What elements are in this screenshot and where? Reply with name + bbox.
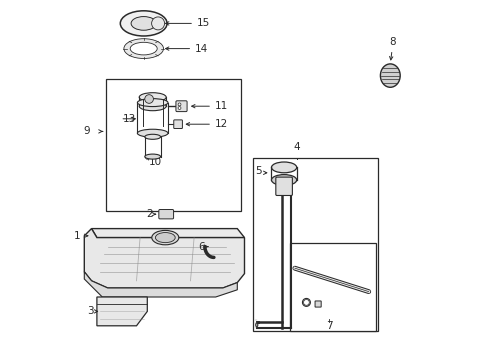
- Text: 5: 5: [255, 166, 261, 176]
- Text: 6: 6: [198, 242, 204, 252]
- Ellipse shape: [139, 102, 166, 111]
- Text: 2: 2: [146, 209, 152, 219]
- Polygon shape: [84, 272, 237, 297]
- Text: 11: 11: [215, 101, 228, 111]
- Circle shape: [303, 300, 309, 305]
- Ellipse shape: [120, 11, 167, 36]
- Text: 8: 8: [388, 37, 395, 47]
- Ellipse shape: [271, 162, 296, 173]
- Text: 7: 7: [325, 321, 332, 331]
- Text: 13: 13: [123, 114, 136, 124]
- Polygon shape: [91, 229, 244, 238]
- Text: 1: 1: [74, 231, 81, 241]
- FancyBboxPatch shape: [159, 210, 173, 219]
- Circle shape: [178, 107, 181, 109]
- Text: 14: 14: [195, 44, 208, 54]
- Circle shape: [144, 95, 153, 103]
- Bar: [289, 243, 375, 331]
- Text: 3: 3: [86, 306, 93, 316]
- Polygon shape: [97, 297, 147, 326]
- Circle shape: [178, 103, 181, 106]
- Text: 9: 9: [83, 126, 90, 136]
- Ellipse shape: [155, 233, 175, 243]
- Ellipse shape: [137, 99, 168, 107]
- FancyBboxPatch shape: [275, 177, 292, 195]
- Bar: [106, 79, 241, 211]
- Ellipse shape: [271, 175, 296, 185]
- Text: 10: 10: [148, 157, 161, 167]
- Text: 12: 12: [215, 119, 228, 129]
- Ellipse shape: [302, 298, 310, 306]
- Bar: [253, 158, 377, 331]
- Text: 4: 4: [293, 142, 300, 152]
- Ellipse shape: [151, 230, 179, 245]
- Polygon shape: [84, 229, 244, 288]
- Circle shape: [151, 17, 164, 30]
- Ellipse shape: [130, 42, 157, 55]
- Ellipse shape: [131, 17, 156, 30]
- Ellipse shape: [123, 39, 163, 58]
- FancyBboxPatch shape: [173, 120, 182, 129]
- Ellipse shape: [137, 129, 168, 137]
- Ellipse shape: [144, 154, 160, 159]
- FancyBboxPatch shape: [314, 301, 321, 307]
- Text: 15: 15: [197, 18, 210, 28]
- Ellipse shape: [144, 134, 160, 139]
- FancyBboxPatch shape: [176, 101, 187, 112]
- Ellipse shape: [380, 64, 399, 87]
- Ellipse shape: [255, 323, 257, 327]
- Ellipse shape: [139, 93, 166, 102]
